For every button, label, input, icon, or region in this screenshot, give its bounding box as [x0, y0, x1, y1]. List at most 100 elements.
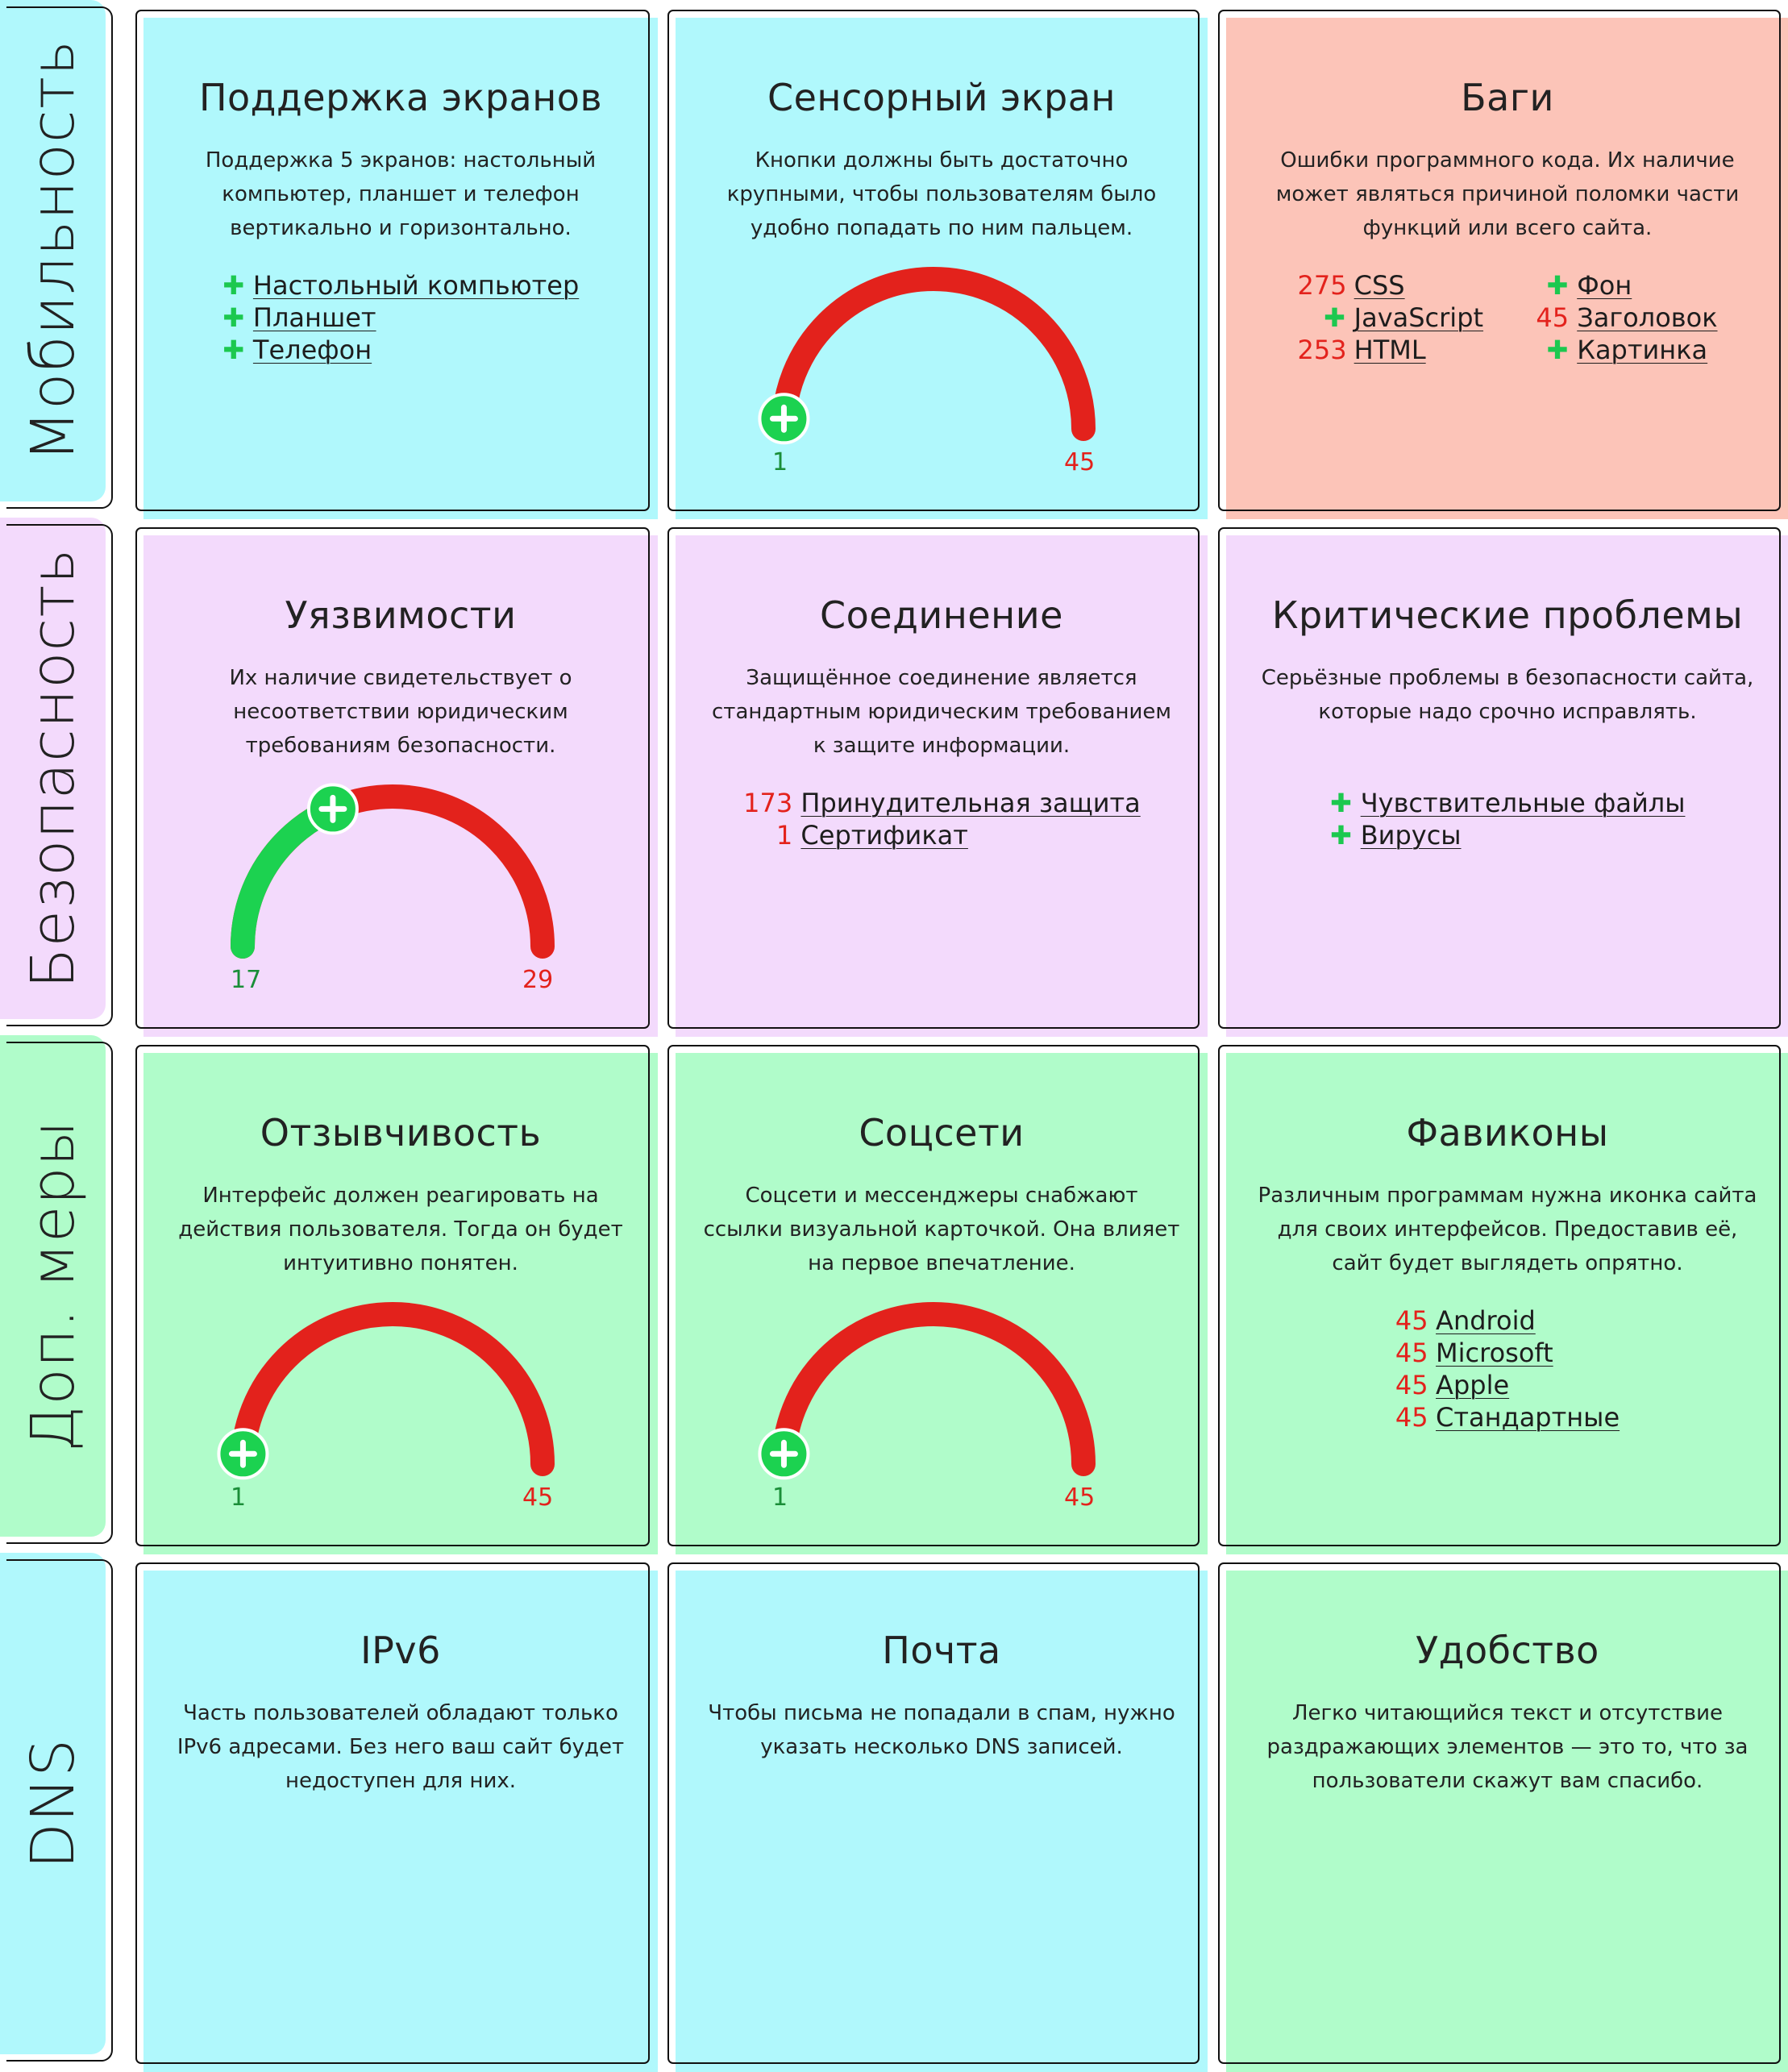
- list-item[interactable]: 275 CSS: [1297, 269, 1483, 302]
- issue-count: 1: [742, 819, 792, 851]
- favicon-link[interactable]: Android: [1436, 1305, 1536, 1336]
- card-title: Фавиконы: [1254, 1111, 1761, 1155]
- list-item[interactable]: 45 Microsoft: [1395, 1337, 1620, 1369]
- list-item[interactable]: 173 Принудительная защита: [742, 787, 1141, 819]
- issue-count: 173: [742, 787, 792, 819]
- card-title: IPv6: [171, 1629, 630, 1672]
- row-label-text: DNS: [19, 1738, 88, 1869]
- screen-list: ✚ Настольный компьютер ✚ Планшет ✚ Телеф…: [222, 269, 580, 366]
- row-label-text: Мобильность: [19, 40, 88, 462]
- connection-link[interactable]: Принудительная защита: [800, 788, 1140, 818]
- bug-count: 253: [1297, 334, 1345, 366]
- favicon-link[interactable]: Apple: [1436, 1370, 1509, 1400]
- list-item[interactable]: ✚ Вирусы: [1330, 819, 1686, 851]
- card-description: Соцсети и мессенджеры снабжают ссылки ви…: [703, 1179, 1180, 1280]
- list-item[interactable]: ✚ Телефон: [222, 334, 580, 366]
- card-title: Критические проблемы: [1254, 593, 1761, 637]
- card-description: Легко читающийся текст и отсутствие разд…: [1254, 1696, 1761, 1798]
- list-item[interactable]: ✚ JavaScript: [1297, 302, 1483, 334]
- bug-link[interactable]: Фон: [1577, 270, 1632, 301]
- row-label-text: Безопасность: [19, 548, 88, 989]
- gauge-pass-count: 1: [231, 1483, 246, 1512]
- issue-count: 45: [1395, 1369, 1428, 1401]
- card-title: Сенсорный экран: [703, 76, 1180, 119]
- row-label-dns: DNS: [0, 1553, 106, 2054]
- plus-icon: ✚: [222, 269, 245, 302]
- card-description: Их наличие свидетельствует о несоответст…: [171, 661, 630, 763]
- gauge-fail-count: 29: [522, 966, 553, 994]
- card-description: Защищённое соединение является стандартн…: [703, 661, 1180, 763]
- card-description: Кнопки должны быть достаточно крупными, …: [703, 144, 1180, 245]
- gauge-fail-count: 45: [1064, 1483, 1095, 1512]
- card-critical: Критические проблемы Серьёзные проблемы …: [1218, 527, 1781, 1029]
- list-item[interactable]: ✚ Картинка: [1532, 334, 1717, 366]
- row-label-text: Доп. меры: [19, 1120, 88, 1452]
- list-item[interactable]: ✚ Чувствительные файлы: [1330, 787, 1686, 819]
- list-item[interactable]: ✚ Планшет: [222, 302, 580, 334]
- card-bugs: Баги Ошибки программного кода. Их наличи…: [1218, 10, 1781, 511]
- screen-link[interactable]: Телефон: [253, 335, 372, 365]
- card-description: Различным программам нужна иконка сайта …: [1254, 1179, 1761, 1280]
- list-item[interactable]: 253 HTML: [1297, 334, 1483, 366]
- card-touch: Сенсорный экран Кнопки должны быть доста…: [667, 10, 1200, 511]
- card-description: Часть пользователей обладают только IPv6…: [171, 1696, 630, 1798]
- critical-list: ✚ Чувствительные файлы ✚ Вирусы: [1330, 787, 1686, 851]
- critical-link[interactable]: Вирусы: [1361, 820, 1462, 851]
- bug-link[interactable]: Заголовок: [1577, 302, 1717, 333]
- list-item[interactable]: 45 Apple: [1395, 1369, 1620, 1401]
- gauge-fail-count: 45: [1064, 448, 1095, 476]
- card-title: Почта: [703, 1629, 1180, 1672]
- screen-link[interactable]: Планшет: [253, 302, 376, 333]
- row-label-security: Безопасность: [0, 518, 106, 1019]
- gauge-pass-count: 1: [772, 448, 788, 476]
- list-item[interactable]: 45 Android: [1395, 1304, 1620, 1337]
- plus-icon: ✚: [1546, 334, 1569, 366]
- connection-link[interactable]: Сертификат: [800, 820, 968, 851]
- list-item[interactable]: ✚ Настольный компьютер: [222, 269, 580, 302]
- list-item[interactable]: 1 Сертификат: [742, 819, 1141, 851]
- list-item[interactable]: 45 Заголовок: [1532, 302, 1717, 334]
- card-title: Отзывчивость: [171, 1111, 630, 1155]
- screen-link[interactable]: Настольный компьютер: [253, 270, 579, 301]
- issue-count: 45: [1395, 1304, 1428, 1337]
- gauge-pass-count: 17: [231, 966, 261, 994]
- favicon-link[interactable]: Стандартные: [1436, 1402, 1620, 1433]
- bug-link[interactable]: HTML: [1354, 335, 1426, 365]
- bug-link[interactable]: Картинка: [1577, 335, 1707, 365]
- card-ipv6: IPv6 Часть пользователей обладают только…: [135, 1562, 650, 2064]
- bug-count: 45: [1532, 302, 1569, 334]
- card-mail: Почта Чтобы письма не попадали в спам, н…: [667, 1562, 1200, 2064]
- card-title: Баги: [1254, 76, 1761, 119]
- plus-icon: ✚: [222, 334, 245, 366]
- connection-list: 173 Принудительная защита 1 Сертификат: [742, 787, 1141, 851]
- card-description: Интерфейс должен реагировать на действия…: [171, 1179, 630, 1280]
- bug-link[interactable]: JavaScript: [1354, 302, 1483, 333]
- bug-count: 275: [1297, 269, 1345, 302]
- bug-list-left: 275 CSS ✚ JavaScript 253 HTML: [1297, 269, 1483, 366]
- card-title: Удобство: [1254, 1629, 1761, 1672]
- plus-icon: ✚: [1330, 787, 1353, 819]
- card-title: Соцсети: [703, 1111, 1180, 1155]
- plus-icon: ✚: [1323, 302, 1345, 334]
- bug-list-right: ✚ Фон 45 Заголовок ✚ Картинка: [1532, 269, 1717, 366]
- row-label-mobility: Мобильность: [0, 0, 106, 501]
- card-description: Ошибки программного кода. Их наличие мож…: [1254, 144, 1761, 245]
- card-screens: Поддержка экранов Поддержка 5 экранов: н…: [135, 10, 650, 511]
- plus-icon: ✚: [1330, 819, 1353, 851]
- list-item[interactable]: ✚ Фон: [1532, 269, 1717, 302]
- plus-icon: ✚: [222, 302, 245, 334]
- card-responsiveness: Отзывчивость Интерфейс должен реагироват…: [135, 1045, 650, 1546]
- card-favicons: Фавиконы Различным программам нужна икон…: [1218, 1045, 1781, 1546]
- card-title: Соединение: [703, 593, 1180, 637]
- issue-count: 45: [1395, 1401, 1428, 1433]
- gauge-pass-count: 1: [772, 1483, 788, 1512]
- bug-link[interactable]: CSS: [1354, 270, 1405, 301]
- card-title: Уязвимости: [171, 593, 630, 637]
- card-connection: Соединение Защищённое соединение являетс…: [667, 527, 1200, 1029]
- favicon-link[interactable]: Microsoft: [1436, 1338, 1553, 1368]
- list-item[interactable]: 45 Стандартные: [1395, 1401, 1620, 1433]
- row-label-extra: Доп. меры: [0, 1035, 106, 1537]
- card-title: Поддержка экранов: [171, 76, 630, 119]
- plus-icon: ✚: [1546, 269, 1569, 302]
- critical-link[interactable]: Чувствительные файлы: [1361, 788, 1686, 818]
